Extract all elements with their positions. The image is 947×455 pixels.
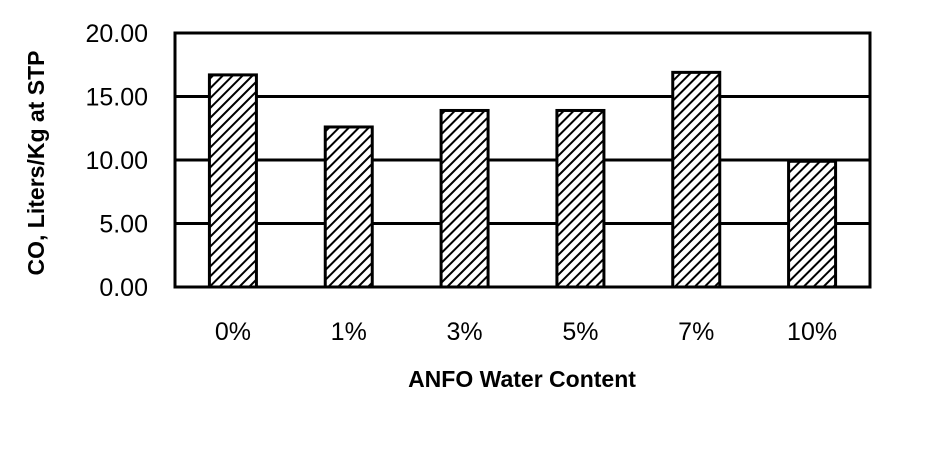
x-tick-label: 3% bbox=[447, 318, 483, 346]
x-tick-label: 10% bbox=[787, 318, 837, 346]
y-tick-label: 20.00 bbox=[85, 20, 148, 48]
bar-3pct bbox=[439, 108, 490, 289]
x-tick-label: 0% bbox=[215, 318, 251, 346]
y-tick-label: 0.00 bbox=[99, 274, 148, 302]
bar-7pct bbox=[671, 70, 722, 289]
x-tick-label: 1% bbox=[331, 318, 367, 346]
x-axis-ticks: 0% 1% 3% 5% 7% 10% bbox=[215, 318, 837, 346]
plot-area-frame bbox=[173, 31, 872, 289]
bar-10pct bbox=[787, 159, 838, 289]
bar-5pct bbox=[555, 108, 606, 289]
y-tick-label: 10.00 bbox=[85, 147, 148, 175]
y-tick-label: 5.00 bbox=[99, 211, 148, 239]
bars bbox=[207, 70, 838, 289]
bar-0pct bbox=[207, 73, 258, 289]
x-tick-label: 7% bbox=[678, 318, 714, 346]
y-tick-label: 15.00 bbox=[85, 84, 148, 112]
bar-1pct bbox=[323, 125, 374, 289]
y-axis-ticks: 0.00 5.00 10.00 15.00 20.00 bbox=[85, 20, 148, 302]
x-axis-title: ANFO Water Content bbox=[408, 366, 636, 392]
y-axis-title: CO, Liters/Kg at STP bbox=[23, 51, 49, 276]
x-tick-label: 5% bbox=[562, 318, 598, 346]
gridlines bbox=[175, 95, 870, 225]
